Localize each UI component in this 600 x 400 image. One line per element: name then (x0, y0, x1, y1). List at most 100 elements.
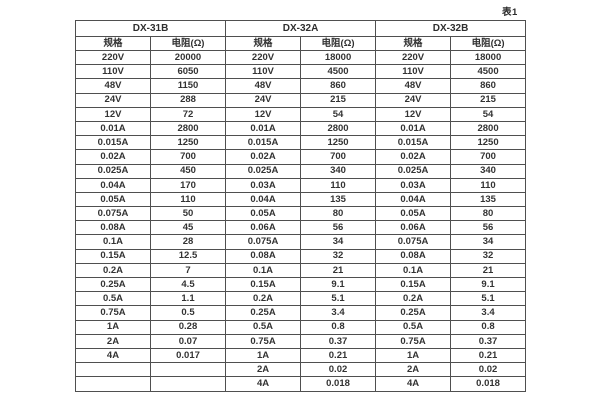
table-row: 220V 20000 220V 18000 220V 18000 (75, 49, 527, 66)
resistance-cell-group0: 1150 (149, 78, 227, 94)
resistance-cell-group0: 110 (149, 191, 227, 208)
spec-cell-group0: 0.02A (75, 149, 151, 165)
resistance-cell-group1: 215 (300, 92, 377, 108)
resistance-cell-group1: 80 (300, 206, 377, 222)
resistance-cell-group2: 80 (450, 206, 527, 222)
spec-cell-group2: 0.02A (375, 149, 452, 165)
resistance-cell-group0: 20000 (149, 49, 227, 66)
resistance-cell-group0: 50 (149, 206, 227, 222)
resistance-cell-group1: 9.1 (300, 276, 377, 293)
spec-cell-group0: 48V (75, 78, 151, 94)
spec-cell-group1: 0.015A (225, 135, 302, 151)
resistance-cell-group1: 0.8 (300, 319, 377, 335)
resistance-cell-group1: 54 (300, 106, 377, 122)
resistance-cell-group2: 135 (450, 191, 527, 208)
group-header-dx32a: DX-32A (225, 20, 377, 37)
resistance-cell-group2: 21 (450, 262, 527, 279)
spec-cell-group0: 220V (75, 49, 151, 66)
resistance-cell-group1: 32 (300, 248, 377, 264)
spec-cell-group1: 2A (225, 362, 302, 378)
table-row: 0.25A 4.5 0.15A 9.1 0.15A 9.1 (75, 276, 527, 293)
resistance-cell-group2: 2800 (450, 120, 527, 137)
spec-cell-group2: 0.15A (375, 276, 452, 293)
table-row: 0.08A 45 0.06A 56 0.06A 56 (75, 220, 527, 236)
spec-cell-group1: 0.03A (225, 177, 302, 193)
resistance-cell-group1: 0.02 (300, 362, 377, 378)
spec-cell-group1: 48V (225, 78, 302, 94)
table-row: 2A 0.07 0.75A 0.37 0.75A 0.37 (75, 333, 527, 349)
resistance-cell-group0: 6050 (149, 64, 227, 80)
spec-cell-group0: 0.025A (75, 163, 151, 179)
resistance-cell-group1: 18000 (300, 49, 377, 66)
table-row: 0.05A 110 0.04A 135 0.04A 135 (75, 191, 527, 208)
spec-cell-group0: 0.015A (75, 135, 151, 151)
spec-cell-group1: 220V (225, 49, 302, 66)
spec-cell-group2: 0.01A (375, 120, 452, 137)
resistance-cell-group2: 54 (450, 106, 527, 122)
spec-cell-group2: 12V (375, 106, 452, 122)
resistance-cell-group2: 32 (450, 248, 527, 264)
spec-cell-group1: 0.15A (225, 276, 302, 293)
resistance-cell-group0: 12.5 (149, 248, 227, 264)
resistance-cell-group2: 215 (450, 92, 527, 108)
table-row: 0.025A 450 0.025A 340 0.025A 340 (75, 163, 527, 179)
resistance-cell-group1: 340 (300, 163, 377, 179)
resistance-spec-table: DX-31B DX-32A DX-32B 规格 电阻(Ω) 规格 电阻(Ω) 规… (74, 20, 527, 392)
spec-cell-group2: 220V (375, 49, 452, 66)
spec-cell-group0: 2A (75, 333, 151, 349)
spec-cell-group2: 0.25A (375, 305, 452, 321)
spec-cell-group0: 1A (75, 319, 151, 335)
spec-cell-group2: 48V (375, 78, 452, 94)
spec-cell-group0: 4A (75, 347, 151, 364)
table-row: 1A 0.28 0.5A 0.8 0.5A 0.8 (75, 319, 527, 335)
spec-cell-group2: 4A (375, 376, 452, 392)
resistance-cell-group1: 0.21 (300, 347, 377, 364)
resistance-cell-group2: 4500 (450, 64, 527, 80)
resistance-cell-group1: 4500 (300, 64, 377, 80)
resistance-cell-group2: 110 (450, 177, 527, 193)
resistance-cell-group2: 0.02 (450, 362, 527, 378)
spec-cell-group0: 12V (75, 106, 151, 122)
resistance-cell-group1: 860 (300, 78, 377, 94)
spec-cell-group0: 0.05A (75, 191, 151, 208)
spec-cell-group0 (75, 376, 151, 392)
spec-cell-group0: 0.075A (75, 206, 151, 222)
table-row: 0.01A 2800 0.01A 2800 0.01A 2800 (75, 120, 527, 137)
table-row: 48V 1150 48V 860 48V 860 (75, 78, 527, 94)
spec-cell-group0: 0.01A (75, 120, 151, 137)
group-header-row: DX-31B DX-32A DX-32B (74, 20, 527, 37)
spec-cell-group1: 0.2A (225, 291, 302, 307)
resistance-cell-group1: 2800 (300, 120, 377, 137)
spec-cell-group1: 0.05A (225, 206, 302, 222)
resistance-cell-group2: 0.37 (450, 333, 527, 349)
spec-cell-group1: 0.025A (225, 163, 302, 179)
resistance-cell-group1: 110 (300, 177, 377, 193)
group-header-dx32b: DX-32B (375, 20, 527, 37)
spec-cell-group0: 0.1A (75, 234, 151, 250)
resistance-cell-group1: 135 (300, 191, 377, 208)
spec-cell-group2: 0.2A (375, 291, 452, 307)
spec-column-header: 规格 (375, 36, 452, 51)
spec-cell-group2: 0.04A (375, 191, 452, 208)
resistance-cell-group2: 3.4 (450, 305, 527, 321)
resistance-column-header: 电阻(Ω) (450, 36, 527, 51)
spec-cell-group2: 1A (375, 347, 452, 364)
resistance-cell-group0: 28 (149, 234, 227, 250)
resistance-cell-group0: 4.5 (149, 276, 227, 293)
resistance-cell-group0: 288 (149, 92, 227, 108)
resistance-cell-group0: 450 (149, 163, 227, 179)
spec-cell-group0: 24V (75, 92, 151, 108)
spec-cell-group0: 0.25A (75, 276, 151, 293)
table-row: 0.75A 0.5 0.25A 3.4 0.25A 3.4 (75, 305, 527, 321)
table-row: 0.15A 12.5 0.08A 32 0.08A 32 (75, 248, 527, 264)
resistance-cell-group1: 21 (300, 262, 377, 279)
resistance-cell-group0: 0.5 (149, 305, 227, 321)
spec-cell-group2: 2A (375, 362, 452, 378)
group-header-dx31b: DX-31B (74, 20, 227, 37)
table-caption: 表1 (502, 7, 518, 18)
table-row: 2A 0.02 2A 0.02 (75, 362, 527, 378)
table-row: 0.075A 50 0.05A 80 0.05A 80 (75, 206, 527, 222)
spec-cell-group1: 110V (225, 64, 302, 80)
resistance-cell-group2: 34 (450, 234, 527, 250)
spec-cell-group0: 0.15A (75, 248, 151, 264)
